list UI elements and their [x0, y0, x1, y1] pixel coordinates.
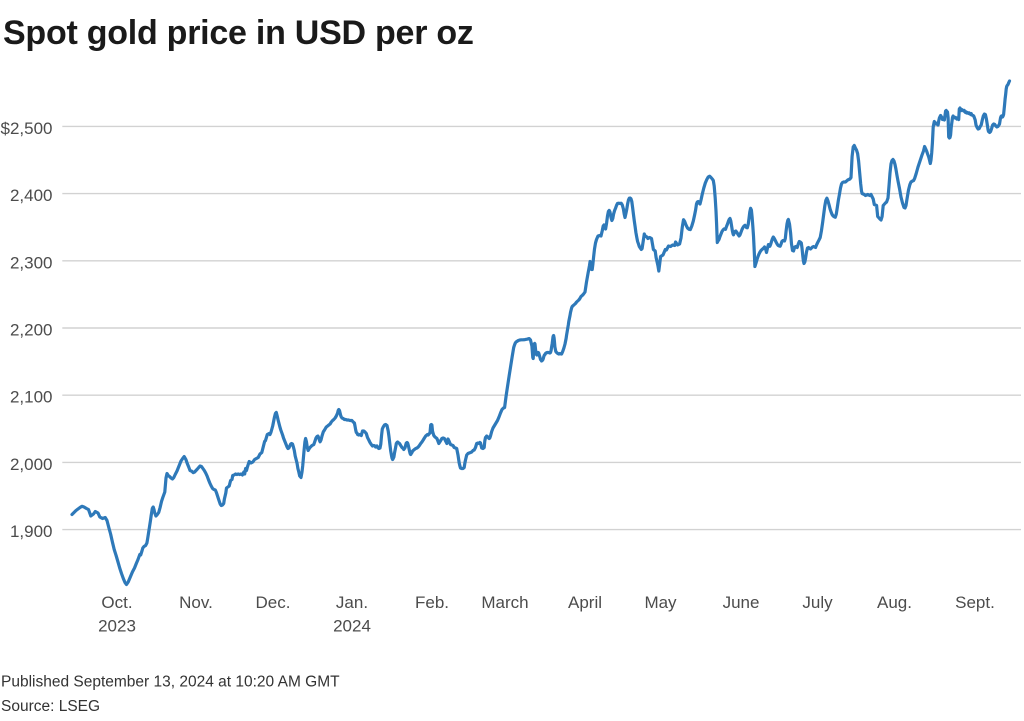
svg-text:April: April — [568, 593, 602, 612]
svg-text:$2,500: $2,500 — [1, 119, 53, 138]
svg-text:March: March — [481, 593, 528, 612]
svg-text:Spot gold price in USD per oz: Spot gold price in USD per oz — [3, 14, 474, 52]
svg-text:July: July — [802, 593, 833, 612]
svg-text:Dec.: Dec. — [256, 593, 291, 612]
svg-text:2023: 2023 — [98, 617, 136, 636]
svg-text:Source: LSEG: Source: LSEG — [1, 698, 100, 715]
svg-text:2,200: 2,200 — [10, 321, 53, 340]
svg-text:June: June — [723, 593, 760, 612]
svg-text:Published September 13, 2024 a: Published September 13, 2024 at 10:20 AM… — [1, 674, 340, 691]
svg-text:2024: 2024 — [333, 617, 371, 636]
svg-text:2,100: 2,100 — [10, 388, 53, 407]
svg-text:May: May — [644, 593, 677, 612]
svg-text:Sept.: Sept. — [955, 593, 995, 612]
svg-text:Aug.: Aug. — [877, 593, 912, 612]
svg-text:Nov.: Nov. — [179, 593, 213, 612]
svg-text:2,300: 2,300 — [10, 253, 53, 272]
svg-text:Feb.: Feb. — [415, 593, 449, 612]
svg-text:2,400: 2,400 — [10, 186, 53, 205]
svg-text:2,000: 2,000 — [10, 455, 53, 474]
svg-text:Jan.: Jan. — [336, 593, 368, 612]
svg-text:Oct.: Oct. — [101, 593, 132, 612]
svg-text:1,900: 1,900 — [10, 522, 53, 541]
